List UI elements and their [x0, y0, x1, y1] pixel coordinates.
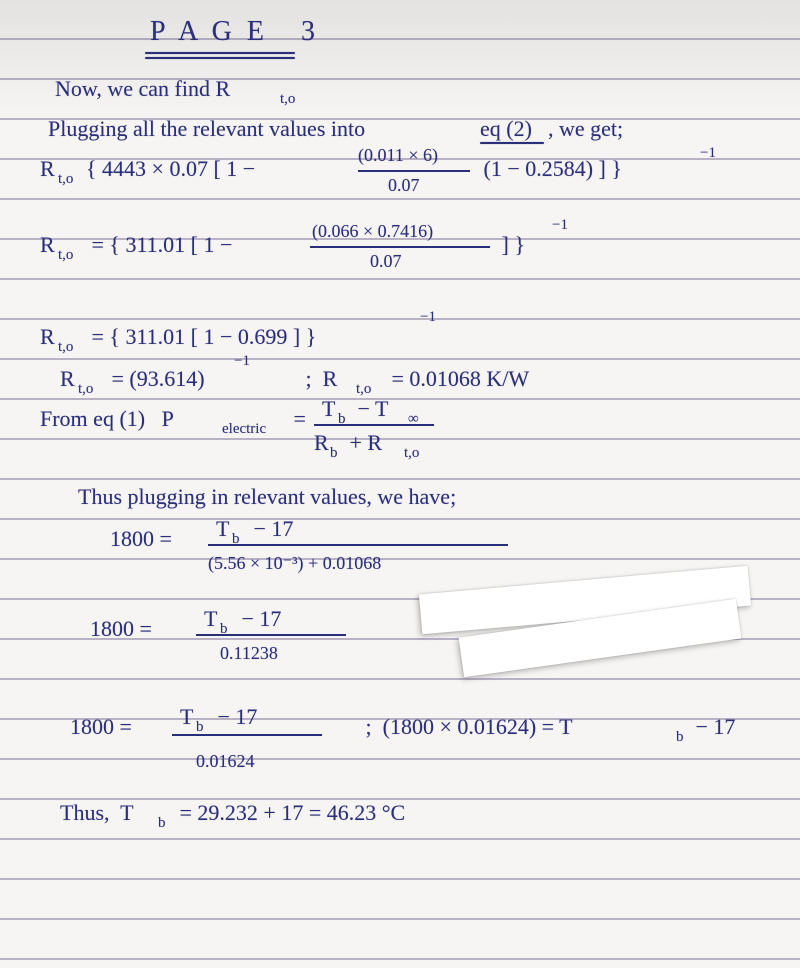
text-line-2c: , we get; [548, 118, 623, 140]
eq8-num-r: − 17 [236, 608, 281, 630]
eq5a-sub: electric [222, 422, 266, 437]
eq5-num-T: T [322, 398, 335, 420]
eq9-fracbar [172, 734, 322, 736]
title-underline-1 [145, 52, 295, 54]
title-underline-2 [145, 57, 295, 59]
eq9-num-r: − 17 [212, 706, 257, 728]
eq2-lhs-sub: t,o [58, 248, 73, 263]
eq7-den: (5.56 × 10⁻³) + 0.01068 [208, 554, 381, 572]
eq1-den: 0.07 [388, 176, 420, 194]
text-line-2b: eq (2) [480, 118, 532, 140]
eq10b: = 29.232 + 17 = 46.23 °C [174, 802, 405, 824]
eq1-after: (1 − 0.2584) ] } [478, 158, 622, 180]
eq5-den-b: b [330, 446, 338, 461]
eq7-num-T: T [216, 518, 229, 540]
text-line-6: Thus plugging in relevant values, we hav… [78, 486, 456, 508]
eq4-lhs: R [60, 368, 75, 390]
text-line-2a: Plugging all the relevant values into [48, 118, 371, 140]
eq3-lhs-sub: t,o [58, 340, 73, 355]
eq9-num-T: T [180, 706, 193, 728]
eq7-num-r: − 17 [248, 518, 293, 540]
eq8-den: 0.11238 [220, 644, 278, 662]
eq4-lhs-sub: t,o [78, 382, 93, 397]
eq9-num-b: b [196, 720, 204, 735]
eq5-den-to: t,o [404, 446, 419, 461]
eq8-lhs: 1800 = [90, 618, 157, 640]
eq4-rhs-val: = 0.01068 K/W [386, 368, 529, 390]
eq5a-eq: = [288, 408, 311, 430]
eq7-fracbar [208, 544, 508, 546]
eq3-body: = { 311.01 [ 1 − 0.699 ] } [86, 326, 316, 348]
eq8-num-T: T [204, 608, 217, 630]
text-line-1: Now, we can find R [55, 78, 230, 100]
eq2-ref-underline [480, 142, 544, 144]
eq9-rhs2: − 17 [690, 716, 735, 738]
eq1-lhs-sub: t,o [58, 172, 73, 187]
eq2-fracbar [310, 246, 490, 248]
eq8-fracbar [196, 634, 346, 636]
eq7-lhs: 1800 = [110, 528, 177, 550]
eq4-rhs-sub: t,o [356, 382, 371, 397]
eq4-rhs-label: ; R [300, 368, 337, 390]
eq5a: From eq (1) P [40, 408, 174, 430]
eq5-den-R1: R [314, 432, 329, 454]
eq1-num: (0.011 × 6) [358, 146, 438, 164]
eq1-open: { 4443 × 0.07 [ 1 − [86, 158, 261, 180]
eq4-body: = (93.614) [106, 368, 205, 390]
eq3-exp: −1 [420, 310, 436, 325]
eq1-fracbar [358, 170, 470, 172]
text-line-1-sub: t,o [280, 92, 295, 107]
eq2-pre: = { 311.01 [ 1 − [86, 234, 238, 256]
eq9-den: 0.01624 [196, 752, 255, 770]
eq10a: Thus, T [60, 802, 134, 824]
eq5-num-minus: − T [352, 398, 388, 420]
eq4-exp: −1 [234, 354, 250, 369]
eq2-post: ] } [496, 234, 525, 256]
eq1-exp: −1 [700, 146, 716, 161]
eq9-rhs-sub: b [676, 730, 684, 745]
eq5-den-plus: + R [344, 432, 382, 454]
eq2-lhs: R [40, 234, 55, 256]
eq2-den: 0.07 [370, 252, 402, 270]
eq1-lhs: R [40, 158, 55, 180]
eq3-lhs: R [40, 326, 55, 348]
eq2-num: (0.066 × 0.7416) [312, 222, 433, 240]
eq9-rhs: ; (1800 × 0.01624) = T [360, 716, 573, 738]
eq2-exp: −1 [552, 218, 568, 233]
eq9-lhs: 1800 = [70, 716, 137, 738]
eq10-sub: b [158, 816, 166, 831]
top-shadow [0, 0, 800, 120]
page-title: P A G E 3 [150, 18, 319, 46]
eq5-fracbar [314, 424, 434, 426]
